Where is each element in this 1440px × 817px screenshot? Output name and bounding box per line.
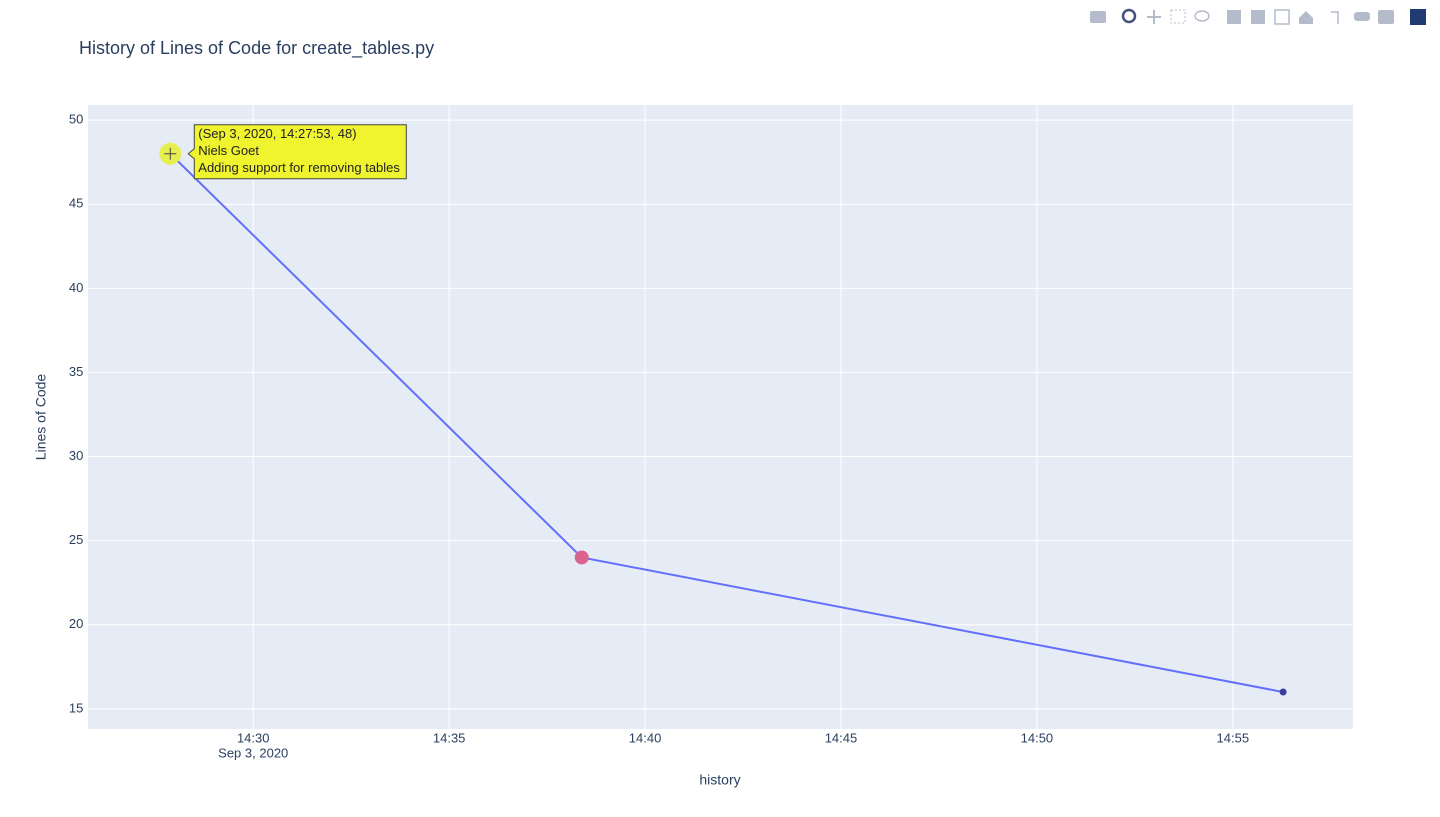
tooltip-text: (Sep 3, 2020, 14:27:53, 48) [198,126,356,141]
plotly-logo[interactable] [1410,9,1426,25]
x-tick-date: Sep 3, 2020 [218,745,288,760]
y-tick-label: 45 [69,196,83,211]
pan-button[interactable] [1147,10,1161,24]
x-tick-label: 14:50 [1021,730,1054,745]
camera-button[interactable] [1090,11,1106,23]
x-tick-label: 14:45 [825,730,858,745]
y-tick-label: 15 [69,700,83,715]
marker[interactable] [574,550,589,565]
autoscale-button[interactable] [1274,9,1290,25]
x-tick-label: 14:35 [433,730,466,745]
crosshair [164,147,177,160]
y-tick-label: 35 [69,364,83,379]
plot-area [88,105,1353,729]
box-select-button[interactable] [1170,9,1186,24]
zoom-button[interactable] [1121,8,1137,24]
y-tick-label: 25 [69,532,83,547]
zoom-out-button[interactable] [1251,10,1265,24]
reset-button[interactable] [1299,11,1313,24]
y-tick-label: 30 [69,448,83,463]
tooltip-box [187,124,407,180]
tooltip-text: Adding support for removing tables [198,160,400,175]
hover-compare-button[interactable] [1378,10,1394,24]
tooltip-text: Niels Goet [198,143,259,158]
spikelines-button[interactable] [1331,11,1339,24]
y-axis-title: Lines of Code [33,374,49,461]
zoom-in-button[interactable] [1227,10,1241,24]
x-tick-label: 14:55 [1217,730,1250,745]
lasso-button[interactable] [1194,10,1210,22]
y-tick-label: 20 [69,616,83,631]
y-tick-label: 50 [69,112,83,127]
y-tick-label: 40 [69,280,83,295]
x-axis-title: history [699,772,740,788]
hover-closest-button[interactable] [1354,12,1370,21]
x-tick-label: 14:40 [629,730,662,745]
chart-title: History of Lines of Code for create_tabl… [79,38,434,59]
marker[interactable] [1279,688,1287,696]
x-tick-label: 14:30 [237,730,270,745]
modebar [1090,8,1426,25]
